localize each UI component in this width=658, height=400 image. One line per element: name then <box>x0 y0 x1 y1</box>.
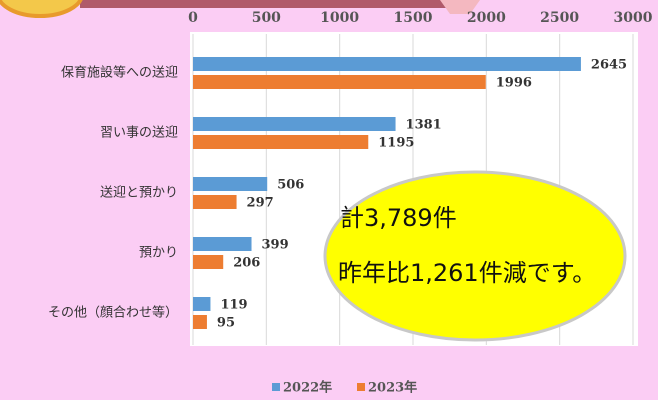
legend-swatch <box>357 383 365 391</box>
callout <box>325 172 625 340</box>
data-label: 297 <box>247 196 274 211</box>
data-label: 506 <box>277 178 304 193</box>
bar <box>193 255 223 269</box>
banner <box>80 0 460 8</box>
y-tick-label: 送迎と預かり <box>100 186 178 201</box>
annotation: 計3,789件 <box>340 204 457 232</box>
bar <box>193 297 210 311</box>
bar <box>193 75 486 89</box>
y-tick-label: 習い事の送迎 <box>100 126 178 141</box>
legend-label: 2022年 <box>283 380 332 396</box>
bar <box>193 237 252 251</box>
bar <box>193 315 207 329</box>
data-label: 95 <box>217 316 235 331</box>
x-tick-label: 2500 <box>540 10 579 26</box>
data-label: 1996 <box>496 76 532 91</box>
y-tick-label: 保育施設等への送迎 <box>61 65 178 81</box>
y-tick-label: その他（顔合わせ等） <box>48 305 178 321</box>
x-tick-label: 500 <box>252 10 281 26</box>
data-label: 1195 <box>378 136 414 151</box>
bar <box>193 177 267 191</box>
bar <box>193 195 237 209</box>
legend-swatch <box>272 383 280 391</box>
data-label: 1381 <box>406 118 442 133</box>
data-label: 399 <box>262 238 289 253</box>
x-tick-label: 2000 <box>467 10 506 26</box>
bar <box>193 117 396 131</box>
data-label: 206 <box>233 256 260 271</box>
chart: 0 500 1000 1500 2000 2500 3000 保育施設等への送迎 2645 199… <box>0 0 658 400</box>
x-tick-label: 1000 <box>320 10 359 26</box>
data-label: 2645 <box>591 58 627 73</box>
data-label: 119 <box>220 298 247 313</box>
y-tick-label: 預かり <box>139 246 178 261</box>
legend-label: 2023年 <box>368 380 417 396</box>
x-tick-label: 3000 <box>614 10 653 26</box>
bar <box>193 135 368 149</box>
annotation: 昨年比1,261件減です。 <box>338 259 596 287</box>
bar <box>193 57 581 71</box>
x-tick-label: 0 <box>188 10 198 26</box>
x-tick-label: 1500 <box>394 10 433 26</box>
